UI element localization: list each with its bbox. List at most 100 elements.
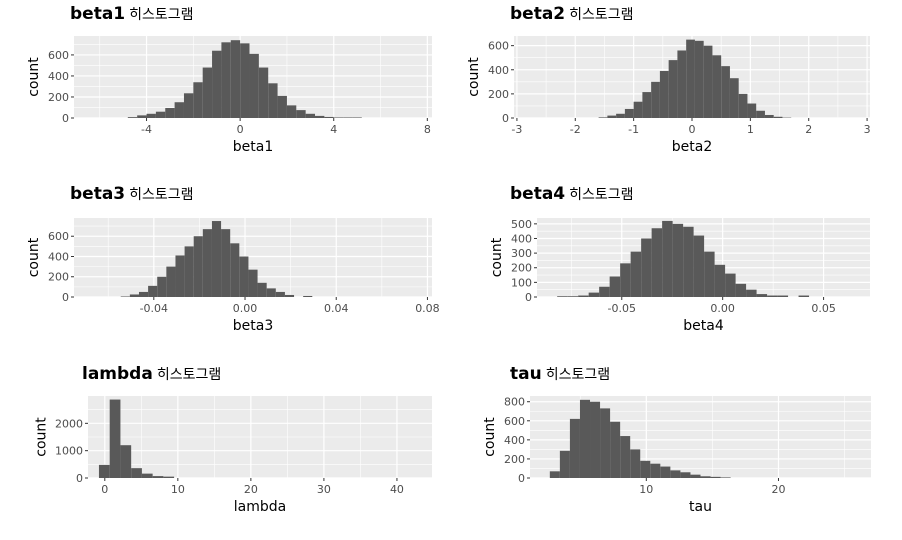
x-axis-label: beta4 — [683, 318, 724, 334]
y-tick-label: 200 — [48, 91, 69, 104]
x-tick-label: 0 — [689, 123, 696, 136]
x-tick-label: 0.04 — [324, 302, 349, 315]
histogram-bar — [305, 113, 316, 118]
histogram-svg: 0 10 20 30 40 0 1000 2000 lambda count — [34, 396, 432, 515]
y-tick-label: 200 — [48, 271, 69, 284]
histogram-bar — [659, 70, 669, 118]
chart-panel-tau: tau 히스토그램 10 20 0 200 400 600 800 tau count — [451, 360, 902, 540]
histogram-bar — [694, 40, 704, 118]
histogram-bar — [549, 471, 560, 478]
x-tick-label: 8 — [424, 123, 431, 136]
histogram-bar — [175, 255, 185, 297]
histogram-bar — [146, 113, 156, 118]
x-tick-label: 1 — [747, 123, 754, 136]
histogram-bar — [202, 67, 213, 118]
chart-title-name: beta3 — [70, 184, 126, 204]
histogram-bar — [275, 291, 285, 297]
x-tick-label: -0.04 — [140, 302, 168, 315]
histogram-bar — [714, 264, 726, 297]
histogram-bar — [221, 229, 231, 297]
chart-title-suffix: 히스토그램 — [156, 367, 222, 383]
histogram-bar — [720, 477, 731, 478]
chart-title-suffix: 히스토그램 — [569, 7, 634, 23]
histogram-bar — [579, 399, 591, 478]
chart-panel-beta3: beta3 히스토그램 -0.04 0.00 0.04 0.08 0 200 400 600 bet… — [0, 180, 451, 360]
histogram-bar — [712, 55, 722, 118]
histogram-bar — [193, 82, 203, 118]
x-tick-label: 0.00 — [233, 302, 258, 315]
histogram-svg: -4 0 4 8 0 200 400 600 beta1 count — [26, 36, 432, 155]
histogram-bar — [683, 226, 694, 297]
histogram-bar — [670, 470, 681, 478]
histogram-bar — [677, 50, 687, 118]
y-tick-label: 0 — [525, 291, 532, 304]
y-tick-label: 200 — [511, 262, 532, 275]
chart-title: lambda 히스토그램 — [82, 364, 221, 384]
y-tick-label: 400 — [48, 250, 69, 263]
y-axis-label: count — [26, 57, 42, 97]
histogram-bar — [620, 436, 631, 478]
histogram-bar — [704, 251, 715, 297]
chart-title: beta3 히스토그램 — [70, 184, 194, 204]
y-tick-label: 0 — [62, 112, 69, 125]
histogram-bar — [569, 418, 580, 478]
histogram-bar — [266, 288, 276, 297]
x-tick-label: -0.05 — [608, 302, 636, 315]
histogram-bar — [598, 117, 608, 118]
histogram-bar — [131, 468, 142, 478]
x-tick-label: 10 — [639, 483, 653, 496]
histogram-bar — [624, 108, 634, 118]
histogram-bar — [184, 246, 194, 297]
x-tick-label: 4 — [330, 123, 337, 136]
y-tick-label: 1000 — [55, 445, 83, 458]
x-tick-label: -4 — [141, 123, 152, 136]
histogram-bar — [137, 115, 147, 118]
histogram-bar — [633, 101, 643, 118]
x-axis-label: lambda — [234, 499, 286, 515]
histogram-bar — [258, 67, 269, 118]
x-tick-label: 20 — [771, 483, 785, 496]
histogram-bar — [630, 449, 641, 478]
histogram-bar — [120, 445, 132, 478]
y-tick-label: 600 — [48, 230, 69, 243]
histogram-bar — [257, 282, 267, 297]
chart-panel-beta4: beta4 히스토그램 -0.05 0.00 0.05 0 100 200 300 400 500 b… — [451, 180, 902, 360]
histogram-bar — [642, 92, 652, 118]
histogram-bar — [609, 276, 621, 297]
histogram-bar — [141, 473, 153, 478]
histogram-bar — [640, 460, 651, 478]
histogram-bar — [588, 292, 600, 297]
histogram-bar — [148, 285, 158, 297]
histogram-bar — [746, 289, 757, 297]
histogram-bar — [725, 273, 736, 297]
histogram-bar — [230, 40, 241, 119]
histogram-bar — [600, 408, 611, 478]
chart-panel-lambda: lambda 히스토그램 0 10 20 30 40 0 1000 2000 lambda count — [0, 360, 451, 540]
y-axis-label: count — [34, 417, 50, 457]
histogram-bar — [333, 117, 344, 118]
histogram-bar — [756, 110, 765, 118]
histogram-bar — [651, 228, 663, 297]
y-tick-label: 400 — [511, 232, 532, 245]
y-tick-label: 400 — [488, 64, 509, 77]
histogram-bar — [557, 296, 568, 297]
x-tick-label: -1 — [628, 123, 639, 136]
y-tick-label: 300 — [511, 247, 532, 260]
y-axis-label: count — [466, 57, 482, 97]
histogram-svg: -3 -2 -1 0 1 2 3 0 200 400 600 beta2 count — [466, 36, 871, 155]
histogram-bar — [607, 115, 617, 118]
x-tick-label: -3 — [511, 123, 522, 136]
y-tick-label: 2000 — [55, 417, 83, 430]
y-axis-label: count — [26, 237, 42, 277]
histogram-bar — [610, 421, 621, 478]
histogram-bar — [98, 464, 110, 478]
x-axis-label: beta3 — [233, 318, 273, 334]
histogram-bar — [183, 93, 194, 118]
y-tick-label: 0 — [502, 112, 509, 125]
x-tick-label: 20 — [244, 483, 258, 496]
chart-title: beta2 히스토그램 — [510, 4, 634, 24]
x-tick-label: 40 — [390, 483, 404, 496]
x-tick-label: 0.00 — [710, 302, 735, 315]
chart-title-name: beta1 — [70, 4, 126, 24]
